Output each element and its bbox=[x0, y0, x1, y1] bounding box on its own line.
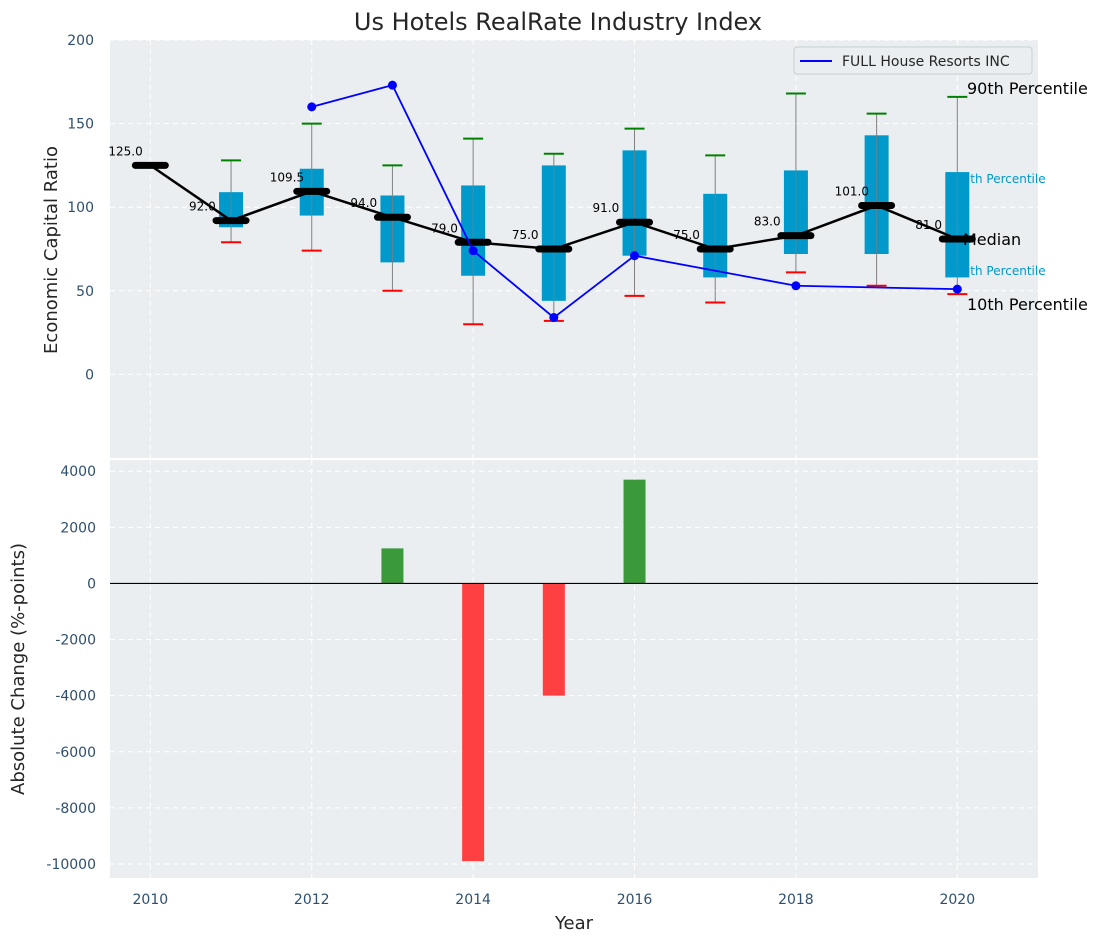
x-tick-label: 2016 bbox=[617, 892, 653, 908]
top-y-tick-label: 0 bbox=[85, 367, 94, 383]
median-value-label: 75.0 bbox=[512, 228, 539, 242]
company-series bbox=[307, 80, 962, 323]
percentile-annotations: 90th Percentile 75th Percentile Median 2… bbox=[955, 79, 1088, 314]
company-point bbox=[630, 251, 640, 261]
x-tick-label: 2014 bbox=[455, 892, 491, 908]
company-point bbox=[387, 80, 397, 90]
median-value-label: 92.0 bbox=[189, 200, 216, 214]
change-bar bbox=[381, 548, 404, 584]
bottom-plot-area bbox=[110, 460, 1038, 878]
bottom-y-tick-label: -8000 bbox=[55, 801, 96, 817]
x-tick-label: 2012 bbox=[294, 892, 330, 908]
bottom-y-tick-label: -4000 bbox=[55, 689, 96, 705]
median-series: 125.0 92.0 109.5 94.0 79.0 75.0 91.0 75.0 83.0 10… bbox=[108, 144, 976, 253]
annotation-median: Median bbox=[963, 230, 1021, 249]
bottom-y-tick-label: -6000 bbox=[55, 745, 96, 761]
company-point bbox=[549, 313, 559, 323]
annotation-p10: 10th Percentile bbox=[967, 295, 1088, 314]
x-ticks: 2010 2012 2014 2016 2018 2020 bbox=[133, 892, 976, 908]
x-tick-label: 2018 bbox=[778, 892, 814, 908]
company-point bbox=[307, 102, 317, 112]
chart-title: Us Hotels RealRate Industry Index bbox=[354, 8, 762, 36]
company-point bbox=[952, 284, 962, 294]
median-value-label: 125.0 bbox=[108, 144, 142, 158]
company-point bbox=[791, 281, 801, 291]
median-value-label: 79.0 bbox=[431, 221, 458, 235]
top-y-tick-label: 50 bbox=[76, 284, 94, 300]
median-value-label: 109.5 bbox=[270, 170, 304, 184]
median-value-label: 81.0 bbox=[915, 218, 942, 232]
change-bars bbox=[381, 479, 646, 862]
bottom-y-tick-label: 4000 bbox=[60, 464, 96, 480]
x-tick-label: 2010 bbox=[133, 892, 169, 908]
bottom-y-tick-label: 2000 bbox=[60, 520, 96, 536]
legend-box bbox=[793, 46, 1033, 75]
bottom-y-ticks: -10000 -8000 -6000 -4000 -2000 0 2000 4000 bbox=[46, 464, 96, 873]
median-value-label: 94.0 bbox=[350, 196, 377, 210]
median-value-label: 91.0 bbox=[593, 201, 620, 215]
legend: FULL House Resorts INC bbox=[793, 46, 1033, 75]
top-y-tick-label: 100 bbox=[67, 200, 94, 216]
median-value-label: 101.0 bbox=[835, 185, 869, 199]
change-bar bbox=[462, 583, 485, 862]
median-value-label: 83.0 bbox=[754, 215, 781, 229]
bottom-y-tick-label: -10000 bbox=[46, 857, 96, 873]
annotation-p25: 25th Percentile bbox=[955, 264, 1046, 278]
annotation-p90: 90th Percentile bbox=[967, 79, 1088, 98]
x-axis-label: Year bbox=[554, 913, 594, 934]
bottom-y-axis-label: Absolute Change (%-points) bbox=[8, 543, 29, 795]
top-plot-area bbox=[110, 40, 1038, 458]
company-point bbox=[468, 246, 478, 256]
median-value-label: 75.0 bbox=[673, 228, 700, 242]
top-y-tick-label: 150 bbox=[67, 117, 94, 133]
annotation-p75: 75th Percentile bbox=[955, 172, 1046, 186]
bottom-y-tick-label: -2000 bbox=[55, 633, 96, 649]
change-bar bbox=[623, 479, 646, 584]
x-tick-label: 2020 bbox=[939, 892, 975, 908]
top-y-ticks: 0 50 100 150 200 bbox=[67, 33, 94, 383]
top-y-tick-label: 200 bbox=[67, 33, 94, 49]
top-y-axis-label: Economic Capital Ratio bbox=[41, 146, 62, 354]
change-bar bbox=[542, 583, 565, 696]
legend-label: FULL House Resorts INC bbox=[842, 54, 1010, 70]
bottom-y-tick-label: 0 bbox=[87, 576, 96, 592]
